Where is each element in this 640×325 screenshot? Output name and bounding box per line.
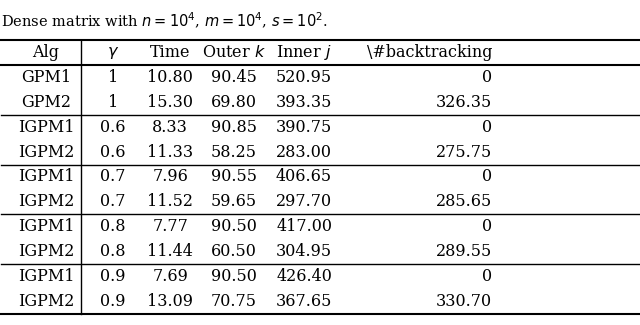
Text: 0.9: 0.9: [100, 268, 125, 285]
Text: 417.00: 417.00: [276, 218, 332, 235]
Text: 90.50: 90.50: [211, 218, 257, 235]
Text: Inner $j$: Inner $j$: [276, 43, 332, 62]
Text: IGPM2: IGPM2: [18, 144, 74, 161]
Text: 11.52: 11.52: [147, 193, 193, 210]
Text: 426.40: 426.40: [276, 268, 332, 285]
Text: IGPM1: IGPM1: [18, 119, 74, 136]
Text: Alg: Alg: [33, 44, 60, 61]
Text: 0.7: 0.7: [100, 168, 125, 186]
Text: 7.77: 7.77: [152, 218, 188, 235]
Text: IGPM1: IGPM1: [18, 218, 74, 235]
Text: 390.75: 390.75: [276, 119, 332, 136]
Text: 0.7: 0.7: [100, 193, 125, 210]
Text: 393.35: 393.35: [276, 94, 332, 111]
Text: 406.65: 406.65: [276, 168, 332, 186]
Text: 275.75: 275.75: [436, 144, 492, 161]
Text: 15.30: 15.30: [147, 94, 193, 111]
Text: 0.9: 0.9: [100, 293, 125, 310]
Text: Time: Time: [150, 44, 191, 61]
Text: 297.70: 297.70: [276, 193, 332, 210]
Text: 90.55: 90.55: [211, 168, 257, 186]
Text: 10.80: 10.80: [147, 69, 193, 86]
Text: 59.65: 59.65: [211, 193, 257, 210]
Text: 11.44: 11.44: [147, 243, 193, 260]
Text: 69.80: 69.80: [211, 94, 257, 111]
Text: 304.95: 304.95: [276, 243, 332, 260]
Text: 7.69: 7.69: [152, 268, 188, 285]
Text: GPM2: GPM2: [21, 94, 71, 111]
Text: 90.50: 90.50: [211, 268, 257, 285]
Text: 1: 1: [108, 94, 118, 111]
Text: 0: 0: [482, 69, 492, 86]
Text: 13.09: 13.09: [147, 293, 193, 310]
Text: 285.65: 285.65: [436, 193, 492, 210]
Text: 0: 0: [482, 168, 492, 186]
Text: 0: 0: [482, 119, 492, 136]
Text: 60.50: 60.50: [211, 243, 257, 260]
Text: 520.95: 520.95: [276, 69, 332, 86]
Text: 289.55: 289.55: [436, 243, 492, 260]
Text: 330.70: 330.70: [436, 293, 492, 310]
Text: 0.8: 0.8: [100, 243, 125, 260]
Text: 0: 0: [482, 268, 492, 285]
Text: GPM1: GPM1: [21, 69, 71, 86]
Text: 11.33: 11.33: [147, 144, 193, 161]
Text: IGPM2: IGPM2: [18, 243, 74, 260]
Text: 0: 0: [482, 218, 492, 235]
Text: \#backtracking: \#backtracking: [367, 44, 492, 61]
Text: $\gamma$: $\gamma$: [107, 44, 119, 61]
Text: 90.45: 90.45: [211, 69, 257, 86]
Text: 70.75: 70.75: [211, 293, 257, 310]
Text: 367.65: 367.65: [276, 293, 332, 310]
Text: 8.33: 8.33: [152, 119, 188, 136]
Text: IGPM2: IGPM2: [18, 193, 74, 210]
Text: Outer $k$: Outer $k$: [202, 44, 266, 61]
Text: 7.96: 7.96: [152, 168, 188, 186]
Text: IGPM2: IGPM2: [18, 293, 74, 310]
Text: IGPM1: IGPM1: [18, 168, 74, 186]
Text: IGPM1: IGPM1: [18, 268, 74, 285]
Text: 90.85: 90.85: [211, 119, 257, 136]
Text: Dense matrix with $n = 10^4$, $m = 10^4$, $s = 10^2$.: Dense matrix with $n = 10^4$, $m = 10^4$…: [1, 11, 328, 31]
Text: 0.6: 0.6: [100, 144, 125, 161]
Text: 58.25: 58.25: [211, 144, 257, 161]
Text: 283.00: 283.00: [276, 144, 332, 161]
Text: 326.35: 326.35: [436, 94, 492, 111]
Text: 0.6: 0.6: [100, 119, 125, 136]
Text: 1: 1: [108, 69, 118, 86]
Text: 0.8: 0.8: [100, 218, 125, 235]
